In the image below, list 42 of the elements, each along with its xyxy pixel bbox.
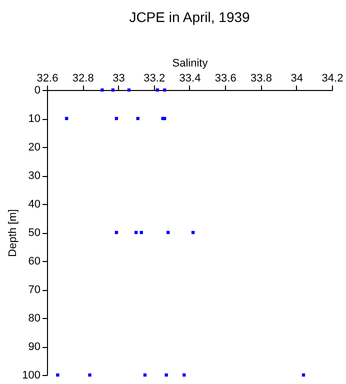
point — [143, 373, 147, 377]
x-tick-label: 32.8 — [72, 72, 94, 84]
y-tick-label: 90 — [28, 341, 40, 353]
x-tick-label: 33 — [112, 72, 125, 84]
y-tick-label: 40 — [28, 198, 40, 210]
y-tick-label: 100 — [22, 370, 40, 382]
point — [65, 116, 68, 120]
point — [134, 230, 138, 234]
y-axis-title: Depth [m] — [7, 209, 20, 257]
x-tick-label: 33.2 — [144, 72, 166, 84]
point — [166, 230, 170, 234]
y-tick-label: 20 — [28, 142, 40, 154]
point — [100, 88, 104, 92]
y-tick-label: 0 — [34, 84, 40, 96]
point — [136, 116, 140, 120]
point — [127, 88, 131, 92]
y-tick-label: 60 — [28, 256, 40, 268]
point — [182, 373, 186, 377]
x-tick-label: 33.4 — [179, 72, 201, 84]
chart-title: JCPE in April, 1939 — [129, 9, 250, 25]
point — [140, 230, 143, 234]
x-tick-label: 34 — [290, 72, 303, 84]
y-tick-label: 50 — [28, 227, 40, 239]
point — [162, 88, 166, 92]
point — [88, 373, 92, 377]
point — [56, 373, 60, 377]
x-tick-label: 32.6 — [36, 72, 58, 84]
point — [164, 373, 168, 377]
point — [156, 88, 160, 92]
y-tick-label: 70 — [28, 284, 40, 296]
point — [111, 88, 114, 92]
x-tick-label: 34.2 — [322, 72, 344, 84]
x-tick-label: 33.8 — [250, 72, 272, 84]
y-tick-label: 10 — [28, 113, 40, 125]
point — [191, 230, 195, 234]
point — [302, 373, 306, 377]
point — [114, 116, 118, 120]
y-tick-label: 30 — [28, 170, 40, 182]
x-tick-label: 33.6 — [214, 72, 236, 84]
y-tick-label: 80 — [28, 312, 40, 324]
x-axis-title: Salinity — [172, 58, 208, 70]
point — [114, 230, 118, 234]
